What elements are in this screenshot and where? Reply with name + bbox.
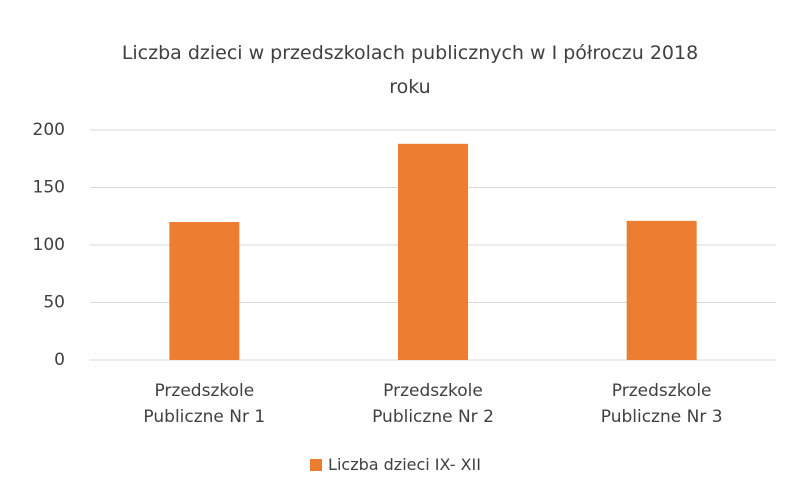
y-tick-label: 200 — [33, 120, 65, 140]
legend-label: Liczba dzieci IX- XII — [328, 455, 481, 474]
legend-swatch — [310, 459, 323, 471]
x-tick-label: Przedszkole Publiczne Nr 2 — [372, 381, 494, 427]
chart-title: Liczba dzieci w przedszkolach publicznyc… — [121, 42, 699, 98]
bar — [626, 220, 697, 360]
y-tick-label: 100 — [33, 235, 65, 255]
y-tick-label: 150 — [33, 178, 65, 198]
bar — [169, 222, 240, 360]
y-tick-label: 0 — [54, 350, 65, 370]
x-tick-label: Przedszkole Publiczne Nr 1 — [143, 381, 266, 427]
x-tick-label: Przedszkole Publiczne Nr 3 — [600, 381, 723, 427]
y-tick-label: 50 — [43, 293, 65, 313]
bar — [398, 143, 468, 360]
legend: Liczba dzieci IX- XII — [0, 455, 791, 474]
